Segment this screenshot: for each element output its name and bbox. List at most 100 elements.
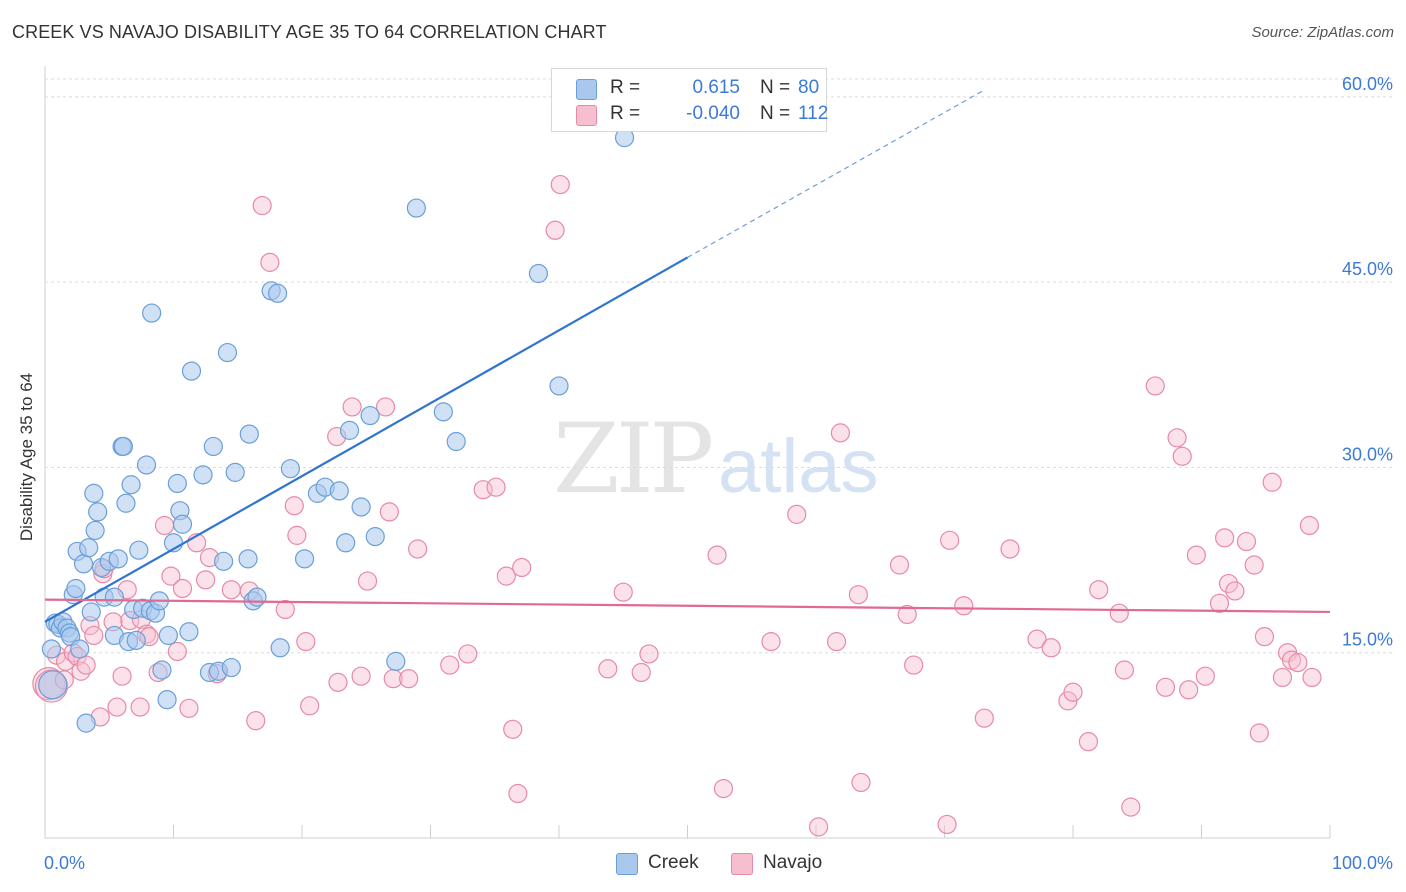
creek-point (433, 402, 453, 422)
creek-point (181, 361, 202, 381)
creek-point (167, 473, 187, 494)
navajo-point (71, 661, 91, 681)
legend-navajo-label: Navajo (763, 852, 823, 873)
navajo-point (830, 423, 851, 443)
navajo-point (167, 641, 187, 662)
creek-point (88, 502, 108, 522)
navajo-point (496, 566, 516, 586)
creek-point (247, 587, 267, 607)
navajo-point (172, 578, 193, 599)
creek-point (446, 431, 466, 452)
navajo-point (545, 220, 565, 240)
creek-point (85, 520, 105, 541)
creek-point (336, 533, 356, 553)
navajo-point (275, 599, 295, 620)
navajo-point (508, 783, 528, 804)
navajo-point (1195, 666, 1215, 686)
creek-point (108, 549, 128, 569)
navajo-trend-line (44, 598, 1331, 614)
creek-r-value: 0.615 (692, 77, 740, 98)
creek-trend-line (44, 256, 689, 623)
creek-point (294, 549, 315, 569)
navajo-point (1262, 472, 1282, 492)
navajo-point (713, 778, 734, 799)
creek-point (136, 455, 157, 475)
navajo-point (1244, 555, 1264, 575)
creek-point (217, 342, 238, 363)
creek-point (239, 424, 259, 444)
navajo-point (1109, 603, 1129, 623)
creek-point (329, 481, 349, 501)
navajo-point (351, 666, 371, 686)
creek-r-label: R = (610, 77, 641, 98)
y-tick-label: 15.0% (1342, 630, 1393, 650)
navajo-point (787, 504, 807, 524)
navajo-point (1027, 629, 1047, 649)
navajo-point (631, 662, 651, 683)
creek-point (142, 303, 162, 323)
navajo-point (974, 708, 994, 728)
navajo-point (503, 719, 523, 739)
navajo-point (1288, 653, 1308, 673)
creek-swatch (576, 79, 597, 100)
creek-point (113, 436, 133, 457)
navajo-point (84, 625, 104, 646)
creek-point (79, 538, 99, 558)
chart-title: CREEK VS NAVAJO DISABILITY AGE 35 TO 64 … (12, 22, 607, 42)
navajo-point (399, 669, 419, 689)
navajo-point (1299, 515, 1320, 536)
creek-point (66, 578, 86, 599)
navajo-point (112, 666, 132, 686)
x-tick-label: 0.0% (44, 853, 85, 873)
navajo-point (1121, 797, 1141, 817)
correlation-legend: R = 0.615 N = 80 R = -0.040 N = 112 (551, 68, 828, 132)
navajo-point (1218, 573, 1239, 594)
creek-point (365, 527, 385, 547)
creek-point (386, 651, 406, 671)
navajo-point (260, 252, 280, 272)
creek-n-label: N = (760, 77, 791, 98)
creek-point (81, 602, 101, 622)
creek-point (406, 198, 426, 218)
source-credit: Source: ZipAtlas.com (1251, 24, 1394, 41)
creek-point (84, 483, 104, 503)
navajo-r-value: -0.040 (686, 103, 740, 124)
navajo-point (1145, 376, 1165, 396)
creek-n-value: 80 (798, 77, 820, 98)
navajo-point (1215, 528, 1235, 548)
creek-trend-extension (687, 90, 984, 258)
creek-point (158, 625, 178, 646)
navajo-point (375, 397, 396, 417)
creek-points (38, 128, 635, 733)
navajo-point (1155, 677, 1176, 697)
creek-point (179, 622, 199, 642)
navajo-point (1089, 580, 1109, 600)
navajo-point (196, 570, 216, 590)
creek-point (172, 514, 193, 534)
watermark-atlas: atlas (718, 424, 879, 509)
creek-point (129, 540, 149, 560)
creek-point (225, 462, 245, 482)
navajo-swatch (576, 105, 597, 126)
navajo-point (300, 696, 320, 716)
navajo-point (1254, 627, 1275, 647)
creek-point (339, 420, 360, 440)
y-tick-label: 45.0% (1342, 259, 1393, 279)
navajo-point (904, 655, 924, 675)
trend-lines (44, 90, 1331, 623)
watermark: ZIP atlas (553, 403, 879, 515)
creek-point (121, 475, 141, 495)
navajo-point (284, 496, 304, 516)
y-tick-label: 60.0% (1342, 74, 1393, 94)
navajo-point (613, 582, 633, 602)
navajo-point (1000, 539, 1020, 559)
legend-creek-label: Creek (648, 852, 699, 873)
navajo-point (1041, 638, 1061, 658)
creek-point (360, 405, 380, 426)
creek-point (73, 554, 94, 574)
creek-point (203, 436, 223, 457)
creek-point (157, 690, 177, 710)
creek-point (116, 493, 136, 513)
navajo-point (107, 697, 127, 717)
